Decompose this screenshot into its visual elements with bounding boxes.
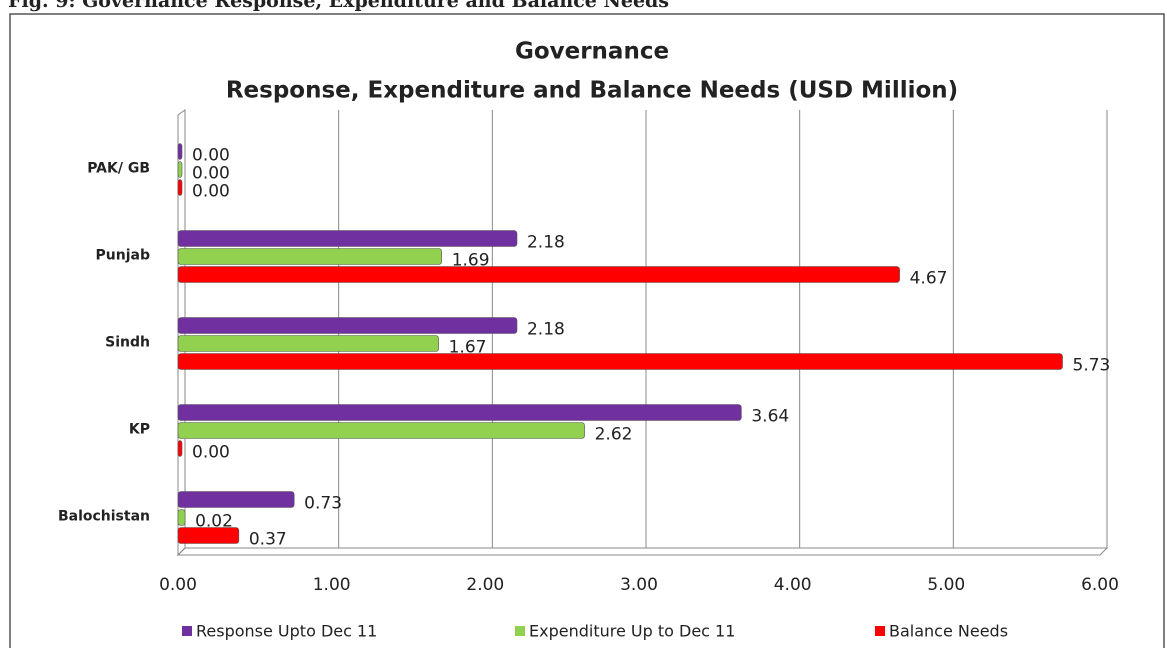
- legend-label: Expenditure Up to Dec 11: [529, 622, 735, 641]
- bar: [177, 422, 585, 439]
- y-tick-label: Balochistan: [58, 509, 150, 525]
- chart-border: [9, 13, 1165, 648]
- bar: [177, 248, 442, 265]
- bar: [177, 353, 1063, 370]
- x-tick-label: 1.00: [313, 575, 351, 595]
- y-tick-label: Sindh: [105, 335, 150, 351]
- legend-swatch: [875, 626, 885, 636]
- bar: [177, 527, 240, 544]
- x-tick-label: 5.00: [927, 575, 965, 595]
- value-label: 2.18: [527, 320, 565, 340]
- value-label: 2.62: [595, 425, 633, 445]
- y-tick-label: KP: [129, 422, 150, 438]
- floor: [176, 547, 1109, 556]
- y-tick-label: PAK/ GB: [87, 161, 150, 177]
- value-label: 0.00: [192, 443, 230, 463]
- bar: [177, 230, 518, 247]
- bar: [177, 404, 742, 421]
- chart-title: Governance: [515, 39, 669, 65]
- value-label: 1.67: [449, 338, 487, 358]
- legend-swatch: [515, 626, 525, 636]
- x-tick-label: 6.00: [1081, 575, 1119, 595]
- value-label: 0.37: [249, 530, 287, 550]
- y-tick-label: Punjab: [96, 248, 150, 264]
- value-label: 5.73: [1073, 356, 1111, 376]
- value-label: 0.00: [192, 164, 230, 184]
- value-label: 0.73: [304, 494, 342, 514]
- bar: [177, 491, 295, 508]
- x-tick-label: 2.00: [466, 575, 504, 595]
- bar: [177, 509, 186, 526]
- legend-swatch: [182, 626, 192, 636]
- bar: [177, 266, 900, 283]
- legend-label: Response Upto Dec 11: [196, 622, 377, 641]
- bar: [177, 440, 183, 457]
- x-tick-label: 3.00: [620, 575, 658, 595]
- value-label: 0.00: [192, 146, 230, 166]
- bar: [177, 317, 518, 334]
- x-tick-label: 0.00: [159, 575, 197, 595]
- value-label: 4.67: [910, 269, 948, 289]
- caption: Fig. 9: Governance Response, Expenditure…: [8, 0, 669, 12]
- value-label: 1.69: [452, 251, 490, 271]
- bar: [177, 179, 183, 196]
- x-tick-label: 4.00: [774, 575, 812, 595]
- value-label: 3.64: [751, 407, 789, 427]
- legend-label: Balance Needs: [889, 622, 1008, 641]
- bar: [177, 161, 183, 178]
- bar: [177, 335, 439, 352]
- value-label: 2.18: [527, 233, 565, 253]
- bar: [177, 143, 183, 160]
- chart-subtitle: Response, Expenditure and Balance Needs …: [226, 78, 958, 104]
- value-label: 0.02: [195, 512, 233, 532]
- value-label: 0.00: [192, 182, 230, 202]
